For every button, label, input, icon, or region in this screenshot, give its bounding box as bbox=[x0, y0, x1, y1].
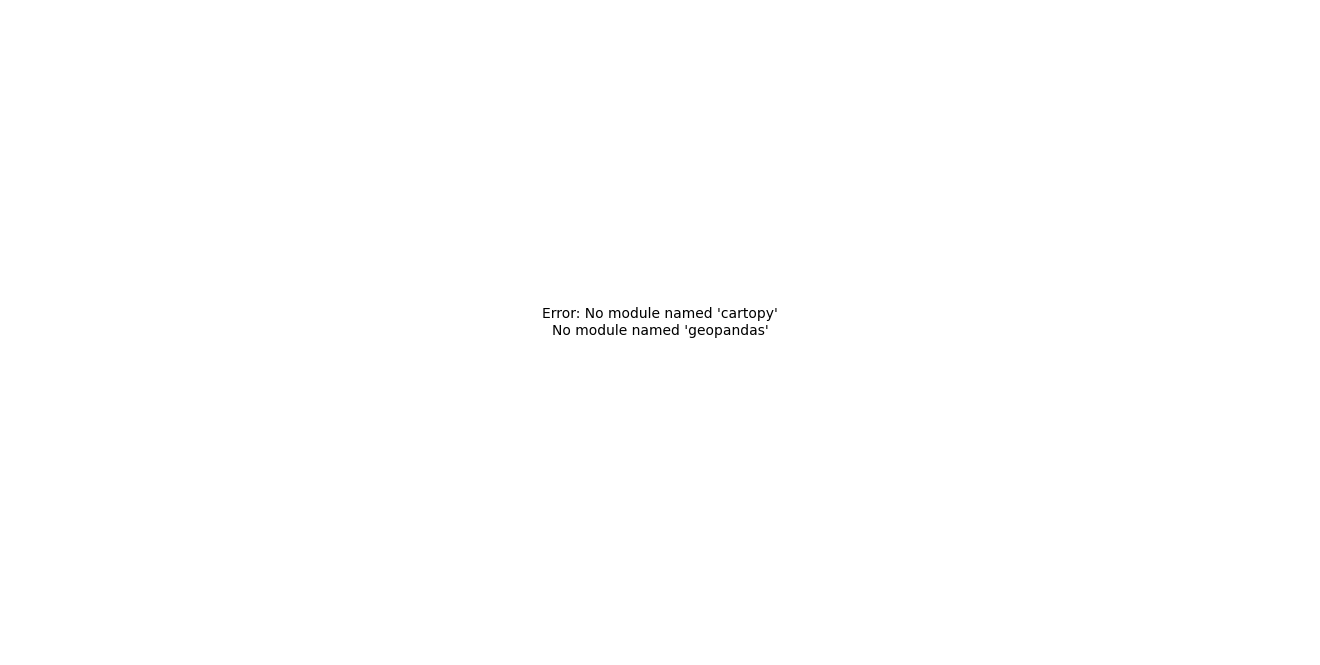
Text: Error: No module named 'cartopy'
No module named 'geopandas': Error: No module named 'cartopy' No modu… bbox=[543, 307, 777, 338]
